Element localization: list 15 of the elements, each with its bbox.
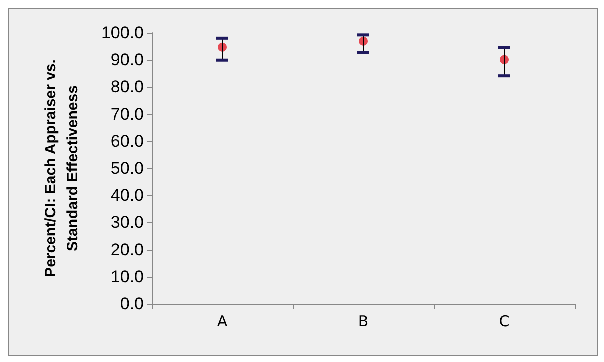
y-tick-label: 80.0 (110, 78, 144, 97)
y-tick-label: 10.0 (110, 267, 144, 286)
y-tick-label: 90.0 (110, 50, 144, 70)
y-tick-label: 100.0 (101, 24, 144, 42)
x-tick-label: C (499, 312, 510, 330)
y-tick-label: 70.0 (110, 104, 144, 124)
y-tick-label: 20.0 (110, 240, 144, 260)
y-axis-title: Percent/CI: Each Appraiser vs. Standard Effectiveness (42, 60, 82, 278)
y-tick-label: 40.0 (110, 186, 144, 206)
x-tick-label: B (358, 312, 369, 330)
y-tick-label: 0.0 (120, 294, 144, 314)
y-tick-label: 60.0 (110, 132, 144, 151)
y-tick-label: 30.0 (110, 213, 144, 232)
x-tick-label: A (217, 312, 228, 330)
y-tick-label: 50.0 (110, 159, 144, 178)
